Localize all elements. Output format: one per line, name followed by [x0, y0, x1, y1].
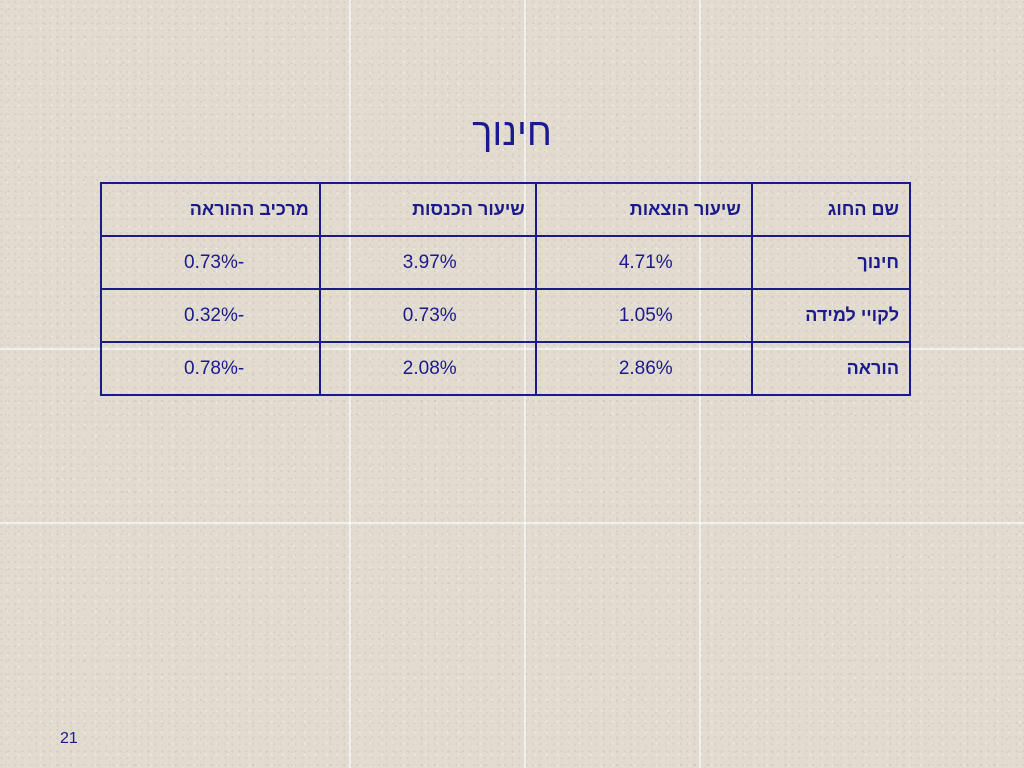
table-cell: -0.32%	[100, 288, 321, 343]
table-cell: 4.71%	[534, 235, 753, 290]
tile-seam	[0, 522, 1024, 524]
table-cell: 2.86%	[534, 341, 753, 396]
table-cell: -0.78%	[100, 341, 321, 396]
column-header: שם החוג	[750, 182, 912, 237]
row-label: הוראה	[750, 341, 912, 396]
table-cell: 1.05%	[534, 288, 753, 343]
slide-title: חינוך	[472, 112, 552, 154]
column-header: שיעור הכנסות	[318, 182, 537, 237]
table-row: לקויי למידה 1.05% 0.73% -0.32%	[100, 288, 912, 343]
column-header: שיעור הוצאות	[534, 182, 753, 237]
page-number: 21	[60, 730, 78, 747]
table-cell: 0.73%	[318, 288, 537, 343]
table-header-row: שם החוג שיעור הוצאות שיעור הכנסות מרכיב …	[100, 182, 912, 237]
table-cell: 3.97%	[318, 235, 537, 290]
data-table: שם החוג שיעור הוצאות שיעור הכנסות מרכיב …	[100, 182, 912, 396]
table-cell: 2.08%	[318, 341, 537, 396]
column-header: מרכיב ההוראה	[100, 182, 321, 237]
row-label: חינוך	[750, 235, 912, 290]
table-row: חינוך 4.71% 3.97% -0.73%	[100, 235, 912, 290]
table-row: הוראה 2.86% 2.08% -0.78%	[100, 341, 912, 396]
row-label: לקויי למידה	[750, 288, 912, 343]
table-cell: -0.73%	[100, 235, 321, 290]
